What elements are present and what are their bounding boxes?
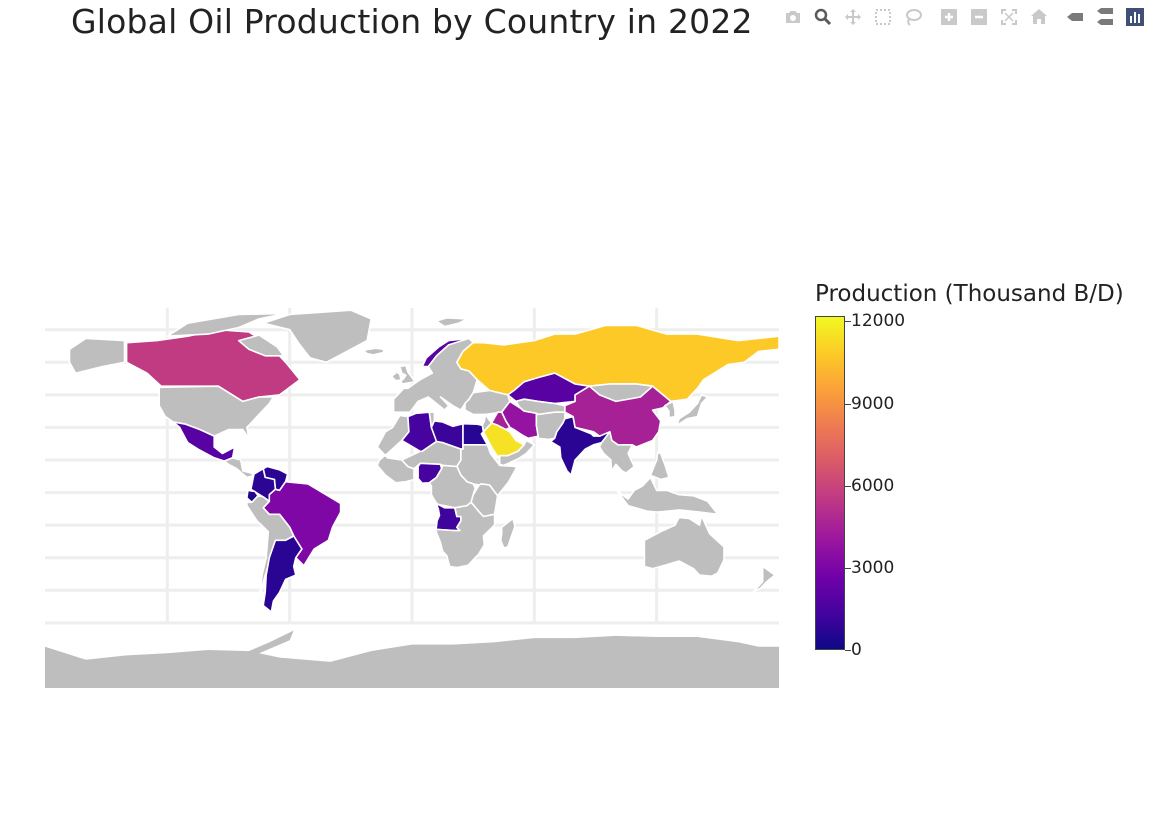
autoscale-icon[interactable]: [998, 6, 1020, 28]
country-baffin: [237, 334, 285, 357]
spike-lines-icon[interactable]: [1064, 6, 1086, 28]
colorbar-tick: [845, 321, 851, 323]
chart-title: Global Oil Production by Country in 2022: [71, 2, 753, 41]
country-alaska: [68, 337, 126, 374]
pan-icon[interactable]: [842, 6, 864, 28]
country-madagascar: [499, 517, 516, 549]
country-japan: [676, 394, 709, 427]
modebar-toolbar: [782, 6, 1154, 28]
country-arctic-islands: [166, 312, 287, 338]
box-select-icon[interactable]: [872, 6, 894, 28]
lasso-select-icon[interactable]: [902, 6, 924, 28]
zoom-icon[interactable]: [812, 6, 834, 28]
country-mexico[interactable]: [172, 421, 236, 462]
reset-home-icon[interactable]: [1028, 6, 1050, 28]
zoom-in-icon[interactable]: [938, 6, 960, 28]
compare-hover-icon[interactable]: [1094, 6, 1116, 28]
colorbar-tick-label: 9000: [851, 393, 895, 414]
country-southeast-asia: [598, 431, 636, 491]
country-united-states: [158, 385, 275, 440]
country-indonesia: [604, 476, 719, 516]
country-iceland: [362, 347, 385, 356]
country-mongolia: [588, 383, 654, 403]
country-china[interactable]: [564, 383, 672, 448]
land-layer: [45, 309, 779, 688]
camera-icon[interactable]: [782, 6, 804, 28]
colorbar-gradient: [815, 316, 845, 650]
country-australia: [643, 515, 725, 578]
country-uk-ireland: [390, 364, 416, 385]
colorbar-tick: [845, 485, 851, 487]
country-antarctica: [45, 630, 779, 688]
country-central-america: [223, 457, 256, 479]
country-southern-africa: [435, 501, 496, 569]
colorbar-tick: [845, 567, 851, 569]
country-greenland: [262, 309, 373, 364]
colorbar-title: Production (Thousand B/D): [815, 281, 1124, 307]
country-svalbard: [435, 317, 468, 328]
colorbar-tick-label: 3000: [851, 557, 895, 578]
colorbar-tick-label: 6000: [851, 475, 895, 496]
country-korea: [663, 400, 676, 419]
world-map[interactable]: [45, 308, 779, 688]
country-argentina[interactable]: [262, 535, 303, 613]
country-central-africa: [428, 464, 477, 509]
zoom-out-icon[interactable]: [968, 6, 990, 28]
colorbar-tick-label: 12000: [851, 311, 906, 332]
colorbar-tick: [845, 650, 851, 651]
colorbar-tick-label: 0: [851, 640, 862, 660]
country-philippines: [649, 451, 670, 481]
colorbar-tick: [845, 403, 851, 405]
country-new-zealand: [751, 565, 776, 594]
plotly-logo-icon[interactable]: [1124, 6, 1146, 28]
